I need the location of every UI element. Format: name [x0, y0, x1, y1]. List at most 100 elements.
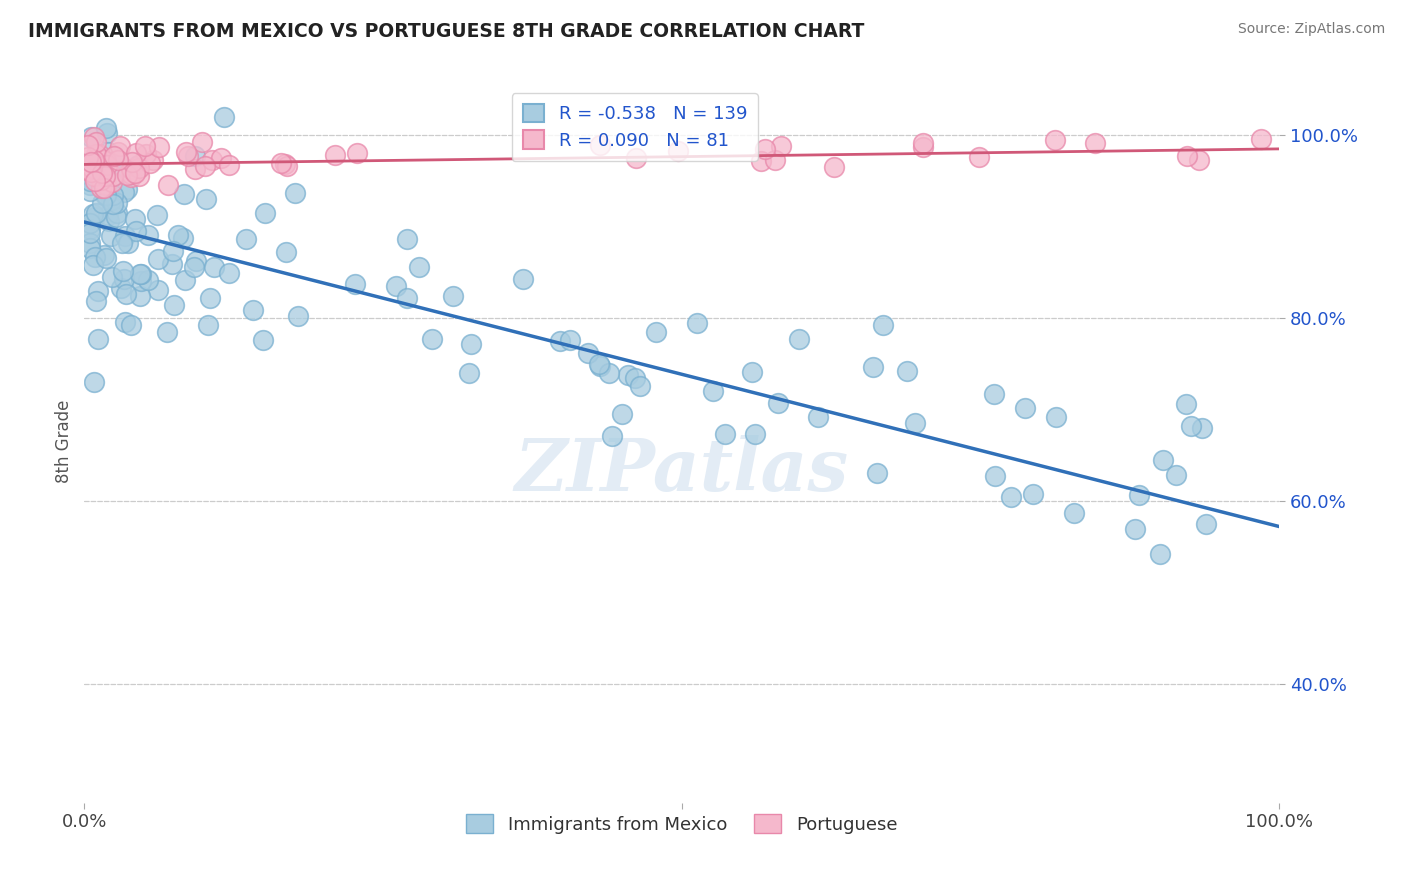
Point	[770, 138, 793, 153]
Point	[112, 185, 135, 199]
Point	[105, 206, 128, 220]
Point	[395, 291, 418, 305]
Point	[323, 147, 346, 161]
Point	[218, 158, 240, 172]
Point	[97, 208, 120, 222]
Point	[107, 145, 129, 159]
Point	[344, 277, 367, 292]
Point	[101, 193, 124, 207]
Point	[84, 210, 107, 224]
Point	[138, 156, 160, 170]
Point	[896, 364, 918, 378]
Point	[623, 371, 645, 385]
Point	[253, 206, 276, 220]
Point	[90, 155, 112, 169]
Point	[79, 178, 101, 193]
Point	[1195, 516, 1218, 531]
Point	[160, 257, 183, 271]
Point	[121, 155, 143, 169]
Point	[79, 222, 101, 236]
Point	[807, 409, 830, 424]
Point	[135, 147, 157, 161]
Point	[84, 135, 107, 149]
Point	[177, 149, 200, 163]
Point	[100, 193, 122, 207]
Point	[598, 366, 620, 380]
Point	[1022, 487, 1045, 501]
Point	[148, 140, 170, 154]
Point	[79, 174, 101, 188]
Point	[1188, 153, 1211, 167]
Point	[117, 235, 139, 250]
Point	[702, 384, 724, 398]
Point	[194, 192, 217, 206]
Point	[101, 188, 124, 202]
Point	[80, 165, 103, 179]
Point	[79, 241, 101, 255]
Point	[744, 427, 766, 442]
Point	[108, 158, 131, 172]
Point	[1063, 507, 1085, 521]
Point	[1000, 490, 1022, 504]
Point	[1250, 131, 1272, 145]
Point	[77, 150, 100, 164]
Point	[242, 302, 264, 317]
Point	[84, 157, 107, 171]
Point	[558, 333, 581, 347]
Point	[1014, 401, 1036, 415]
Point	[142, 153, 165, 167]
Point	[276, 160, 298, 174]
Point	[91, 195, 114, 210]
Point	[93, 180, 115, 194]
Point	[90, 173, 112, 187]
Point	[284, 186, 307, 201]
Point	[1191, 421, 1213, 435]
Point	[1149, 547, 1171, 561]
Point	[101, 175, 124, 189]
Point	[1084, 136, 1107, 151]
Point	[94, 178, 117, 192]
Point	[787, 332, 810, 346]
Point	[628, 378, 651, 392]
Point	[1180, 418, 1202, 433]
Point	[105, 196, 128, 211]
Point	[589, 137, 612, 152]
Point	[83, 163, 105, 178]
Point	[146, 283, 169, 297]
Point	[77, 138, 100, 153]
Point	[602, 429, 624, 443]
Point	[162, 244, 184, 258]
Point	[125, 146, 148, 161]
Point	[911, 136, 934, 150]
Point	[104, 211, 127, 225]
Point	[184, 149, 207, 163]
Point	[167, 228, 190, 243]
Point	[588, 357, 610, 371]
Point	[83, 130, 105, 145]
Point	[101, 169, 124, 183]
Point	[83, 156, 105, 170]
Point	[91, 153, 114, 167]
Point	[749, 154, 772, 169]
Point	[1128, 487, 1150, 501]
Point	[156, 325, 179, 339]
Point	[84, 161, 107, 176]
Point	[86, 332, 108, 346]
Point	[79, 235, 101, 250]
Point	[80, 129, 103, 144]
Point	[163, 298, 186, 312]
Point	[441, 289, 464, 303]
Point	[93, 169, 115, 183]
Point	[202, 260, 225, 274]
Point	[252, 334, 274, 348]
Point	[617, 368, 640, 383]
Point	[174, 145, 197, 159]
Point	[197, 318, 219, 332]
Point	[114, 315, 136, 329]
Point	[84, 147, 107, 161]
Point	[83, 250, 105, 264]
Point	[90, 166, 112, 180]
Point	[460, 337, 482, 351]
Point	[184, 161, 207, 176]
Point	[96, 126, 118, 140]
